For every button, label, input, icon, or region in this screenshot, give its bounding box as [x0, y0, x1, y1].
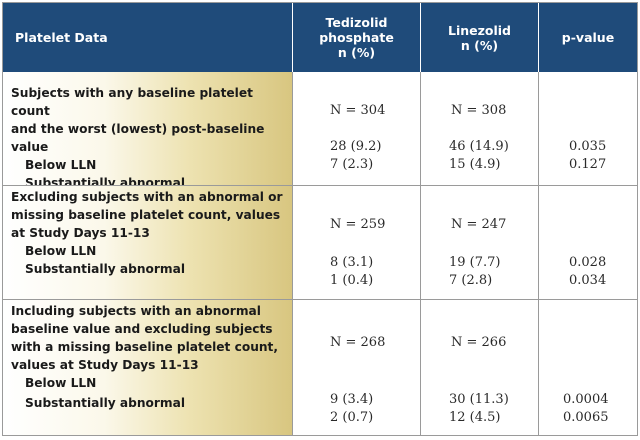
header-tedizolid: Tedizolid phosphate n (%): [293, 3, 420, 72]
value-linezolid: 7 (2.8): [449, 273, 493, 288]
n-linezolid: N = 308: [451, 103, 507, 118]
row-divider: [3, 299, 637, 300]
table-header: Platelet Data Tedizolid phosphate n (%) …: [3, 3, 637, 72]
value-linezolid: 12 (4.5): [449, 410, 501, 425]
value-p: 0.0004: [563, 392, 609, 407]
table-section-1: Subjects with any baseline platelet coun…: [3, 72, 637, 190]
section-label-background: [3, 300, 292, 435]
section-label-line: baseline value and excluding subjects: [11, 322, 273, 336]
value-linezolid: 15 (4.9): [449, 157, 501, 172]
row-label-below-lln: Below LLN: [25, 244, 97, 258]
row-label-substantially-abnormal: Substantially abnormal: [25, 262, 186, 276]
column-divider: [292, 72, 293, 185]
n-linezolid: N = 247: [451, 217, 507, 232]
value-p: 0.028: [569, 255, 607, 270]
table-section-2: Excluding subjects with an abnormal or m…: [3, 186, 637, 299]
header-platelet-data: Platelet Data: [15, 30, 108, 45]
column-divider: [420, 300, 421, 435]
row-label-below-lln: Below LLN: [25, 376, 97, 390]
value-tedizolid: 8 (3.1): [330, 255, 374, 270]
value-linezolid: 46 (14.9): [449, 139, 509, 154]
n-tedizolid: N = 304: [330, 103, 386, 118]
header-linezolid-line1: Linezolid: [447, 22, 511, 38]
header-p-value: p-value: [561, 30, 615, 45]
section-label-line: with a missing baseline platelet count,: [11, 340, 279, 354]
table-section-3: Including subjects with an abnormal base…: [3, 300, 637, 435]
row-label-substantially-abnormal: Substantially abnormal: [25, 396, 186, 410]
row-divider: [3, 185, 637, 186]
value-tedizolid: 2 (0.7): [330, 410, 374, 425]
value-tedizolid: 1 (0.4): [330, 273, 374, 288]
section-label-background: [3, 72, 292, 185]
section-label-line: Subjects with any baseline platelet coun…: [11, 86, 253, 118]
header-tedizolid-line1: Tedizolid: [325, 15, 388, 30]
column-divider: [420, 186, 421, 299]
header-linezolid-line2: n (%): [460, 37, 499, 53]
section-label-line: Excluding subjects with an abnormal or: [11, 190, 283, 204]
section-label-line: and the worst (lowest) post-baseline: [11, 122, 265, 136]
value-tedizolid: 7 (2.3): [330, 157, 374, 172]
section-label-line: values at Study Days 11-13: [11, 358, 199, 372]
section-label-background: [3, 186, 292, 299]
header-tedizolid-line3: n (%): [337, 45, 376, 60]
n-tedizolid: N = 259: [330, 217, 386, 232]
value-p: 0.127: [569, 157, 607, 172]
value-p: 0.0065: [563, 410, 609, 425]
n-tedizolid: N = 268: [330, 335, 386, 350]
section-label-line: at Study Days 11-13: [11, 226, 150, 240]
section-label-line: value: [11, 140, 49, 154]
section-label: Subjects with any baseline platelet coun…: [11, 84, 289, 192]
section-label-line: Including subjects with an abnormal: [11, 304, 261, 318]
section-label: Excluding subjects with an abnormal or m…: [11, 188, 289, 278]
column-divider: [538, 300, 539, 435]
header-divider: [420, 3, 421, 72]
column-divider: [420, 72, 421, 185]
column-divider: [538, 72, 539, 185]
column-divider: [292, 186, 293, 299]
section-label-line: missing baseline platelet count, values: [11, 208, 281, 222]
header-tedizolid-line2: phosphate: [319, 30, 394, 45]
value-linezolid: 19 (7.7): [449, 255, 501, 270]
header-divider: [538, 3, 539, 72]
row-label-below-lln: Below LLN: [25, 158, 97, 172]
column-divider: [292, 300, 293, 435]
value-tedizolid: 9 (3.4): [330, 392, 374, 407]
value-p: 0.034: [569, 273, 607, 288]
value-p: 0.035: [569, 139, 607, 154]
value-linezolid: 30 (11.3): [449, 392, 509, 407]
column-divider: [538, 186, 539, 299]
section-label: Including subjects with an abnormal base…: [11, 302, 289, 412]
header-divider: [292, 3, 293, 72]
n-linezolid: N = 266: [451, 335, 507, 350]
header-linezolid: Linezolid n (%): [421, 3, 538, 72]
value-tedizolid: 28 (9.2): [330, 139, 382, 154]
